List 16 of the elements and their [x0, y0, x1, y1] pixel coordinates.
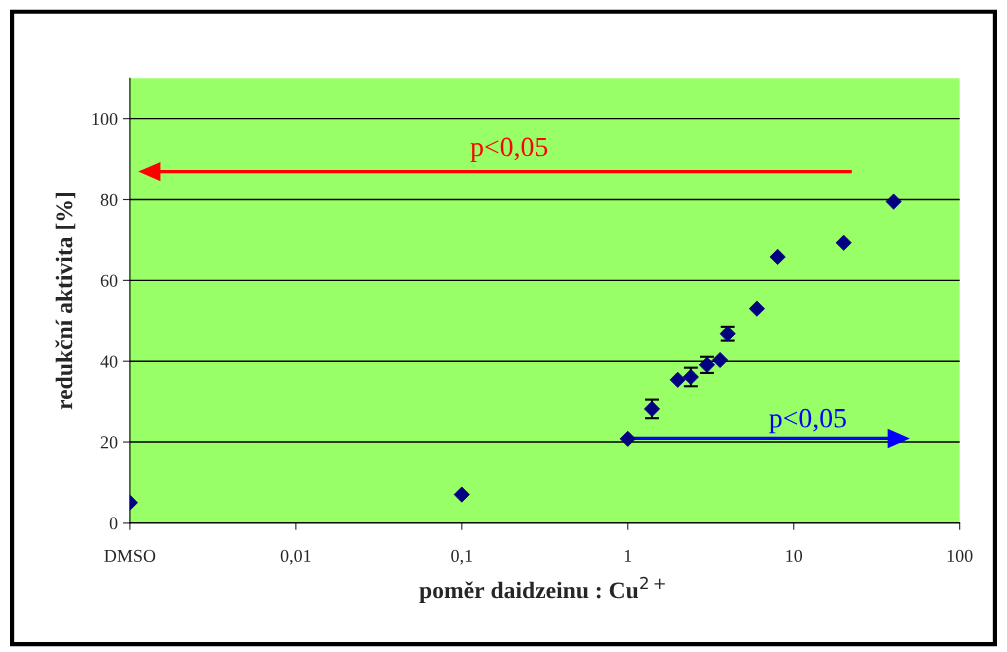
x-tick-label: 100	[947, 549, 973, 562]
y-tick-label: 0	[109, 517, 118, 530]
x-tick-label: DMSO	[104, 549, 156, 562]
x-axis-title: poměr daidzeinu : Cu$^{2+}$	[419, 576, 665, 604]
x-tick-label: 0,1	[451, 549, 473, 565]
annotation: p<0,05	[470, 137, 548, 162]
y-tick-label: 40	[100, 355, 118, 368]
y-tick-label: 100	[92, 112, 118, 126]
y-tick-label: 80	[100, 193, 118, 206]
x-tick-label: 10	[786, 549, 803, 562]
y-tick-label: 60	[100, 274, 118, 287]
y-tick-label: 20	[100, 436, 118, 449]
annotation: p<0,05	[769, 408, 846, 434]
x-tick-label: 0,01	[280, 549, 311, 565]
x-tick-label: 1	[624, 549, 632, 562]
y-axis-title: redukční aktivita [%]	[55, 193, 76, 410]
